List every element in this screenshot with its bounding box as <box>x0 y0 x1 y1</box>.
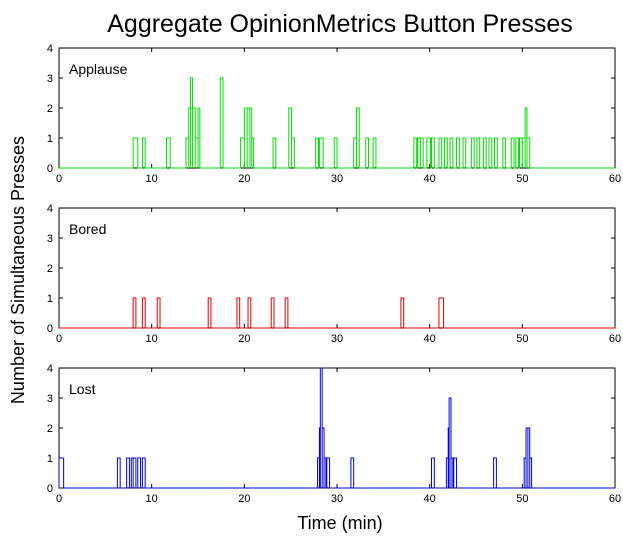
x-tick-label: 10 <box>146 173 158 185</box>
y-tick-label: 3 <box>47 233 53 245</box>
y-tick-label: 4 <box>47 363 53 375</box>
x-tick-label: 60 <box>609 333 621 345</box>
y-tick-label: 0 <box>47 483 53 495</box>
y-tick-label: 0 <box>47 163 53 175</box>
x-tick-label: 50 <box>516 333 528 345</box>
panel-label-bored: Bored <box>69 221 106 237</box>
y-tick-label: 3 <box>47 73 53 85</box>
panel-label-applause: Applause <box>69 61 128 77</box>
panel-applause: 0 10 20 30 40 50 60 0 1 2 3 4 Applause <box>47 43 621 185</box>
x-tick-label: 40 <box>424 493 436 505</box>
x-tick-label: 30 <box>331 493 343 505</box>
y-axis-label: Number of Simultaneous Presses <box>8 136 28 404</box>
x-tick-label: 30 <box>331 173 343 185</box>
x-tick-label: 10 <box>146 493 158 505</box>
x-axis-label: Time (min) <box>297 513 382 533</box>
y-tick-label: 2 <box>47 423 53 435</box>
plot-area-lost <box>58 367 616 489</box>
plot-area-bored <box>58 207 616 329</box>
x-tick-label: 10 <box>146 333 158 345</box>
x-tick-label: 0 <box>56 173 62 185</box>
panel-label-lost: Lost <box>69 381 96 397</box>
chart-title: Aggregate OpinionMetrics Button Presses <box>107 10 573 38</box>
x-tick-label: 20 <box>238 333 250 345</box>
x-tick-label: 20 <box>238 173 250 185</box>
x-tick-label: 40 <box>424 173 436 185</box>
series-line-bored <box>59 297 615 329</box>
panel-bored: 0 10 20 30 40 50 60 0 1 2 3 4 Bored <box>47 203 621 345</box>
x-tick-label: 0 <box>56 493 62 505</box>
x-tick-label: 50 <box>516 493 528 505</box>
x-tick-label: 30 <box>331 333 343 345</box>
y-tick-label: 4 <box>47 203 53 215</box>
x-tick-label: 50 <box>516 173 528 185</box>
y-tick-label: 2 <box>47 103 53 115</box>
y-tick-label: 2 <box>47 263 53 275</box>
y-tick-label: 3 <box>47 393 53 405</box>
x-tick-label: 60 <box>609 173 621 185</box>
x-tick-label: 60 <box>609 493 621 505</box>
y-tick-label: 1 <box>47 133 53 145</box>
x-tick-label: 20 <box>238 493 250 505</box>
panel-lost: 0 10 20 30 40 50 60 0 1 2 3 4 Lost <box>47 363 621 505</box>
x-tick-label: 40 <box>424 333 436 345</box>
y-tick-label: 0 <box>47 323 53 335</box>
y-tick-label: 1 <box>47 453 53 465</box>
series-line-lost <box>58 367 615 489</box>
series-line-applause <box>59 77 615 169</box>
x-tick-label: 0 <box>56 333 62 345</box>
y-tick-label: 4 <box>47 43 53 55</box>
y-tick-label: 1 <box>47 293 53 305</box>
